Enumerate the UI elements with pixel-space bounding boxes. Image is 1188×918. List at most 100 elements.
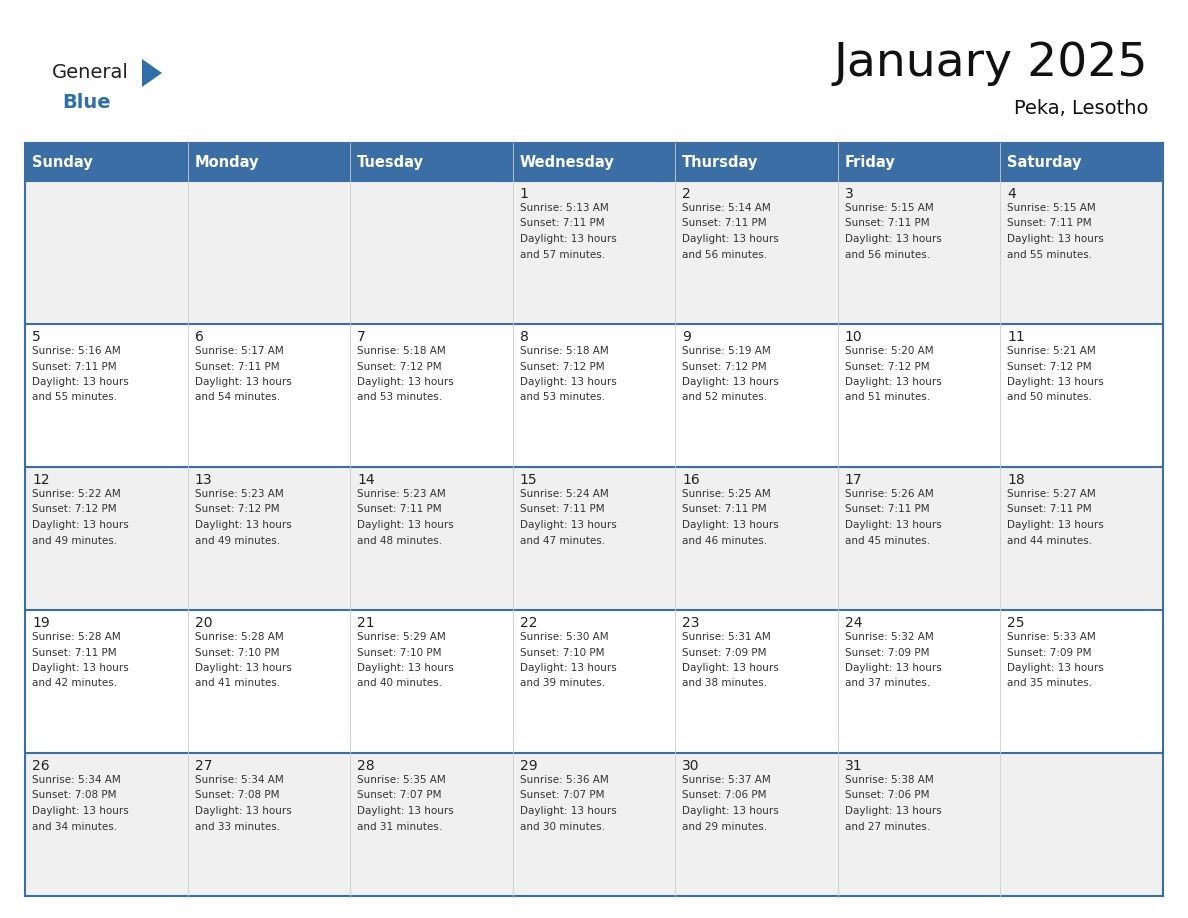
Text: Sunset: 7:12 PM: Sunset: 7:12 PM [358, 362, 442, 372]
Text: 9: 9 [682, 330, 691, 344]
Text: Wednesday: Wednesday [519, 154, 614, 170]
Text: and 46 minutes.: and 46 minutes. [682, 535, 767, 545]
Text: Daylight: 13 hours: Daylight: 13 hours [845, 520, 942, 530]
Text: and 38 minutes.: and 38 minutes. [682, 678, 767, 688]
Text: Sunrise: 5:36 AM: Sunrise: 5:36 AM [519, 775, 608, 785]
Text: Sunset: 7:11 PM: Sunset: 7:11 PM [32, 647, 116, 657]
Text: Sunrise: 5:13 AM: Sunrise: 5:13 AM [519, 203, 608, 213]
Text: Daylight: 13 hours: Daylight: 13 hours [845, 663, 942, 673]
Text: and 50 minutes.: and 50 minutes. [1007, 393, 1093, 402]
Text: and 52 minutes.: and 52 minutes. [682, 393, 767, 402]
Text: Sunrise: 5:31 AM: Sunrise: 5:31 AM [682, 632, 771, 642]
Text: Daylight: 13 hours: Daylight: 13 hours [358, 663, 454, 673]
Text: and 35 minutes.: and 35 minutes. [1007, 678, 1093, 688]
Text: Sunrise: 5:14 AM: Sunrise: 5:14 AM [682, 203, 771, 213]
Bar [25, 324, 1163, 467]
Text: Sunrise: 5:26 AM: Sunrise: 5:26 AM [845, 489, 934, 499]
Text: Daylight: 13 hours: Daylight: 13 hours [845, 806, 942, 816]
Text: 5: 5 [32, 330, 40, 344]
Text: Daylight: 13 hours: Daylight: 13 hours [32, 806, 128, 816]
Text: and 42 minutes.: and 42 minutes. [32, 678, 118, 688]
Text: Friday: Friday [845, 154, 896, 170]
Text: Peka, Lesotho: Peka, Lesotho [1013, 98, 1148, 118]
Text: and 57 minutes.: and 57 minutes. [519, 250, 605, 260]
Text: Sunrise: 5:18 AM: Sunrise: 5:18 AM [358, 346, 446, 356]
Text: and 34 minutes.: and 34 minutes. [32, 822, 118, 832]
Text: Sunrise: 5:16 AM: Sunrise: 5:16 AM [32, 346, 121, 356]
Text: 25: 25 [1007, 616, 1025, 630]
Text: Sunrise: 5:25 AM: Sunrise: 5:25 AM [682, 489, 771, 499]
Text: Sunrise: 5:37 AM: Sunrise: 5:37 AM [682, 775, 771, 785]
Text: 3: 3 [845, 187, 854, 201]
Text: 24: 24 [845, 616, 862, 630]
Text: Sunset: 7:06 PM: Sunset: 7:06 PM [682, 790, 766, 800]
Text: Daylight: 13 hours: Daylight: 13 hours [682, 377, 779, 387]
Text: 27: 27 [195, 759, 213, 773]
Text: Sunset: 7:06 PM: Sunset: 7:06 PM [845, 790, 929, 800]
Text: Daylight: 13 hours: Daylight: 13 hours [519, 234, 617, 244]
Text: Sunrise: 5:32 AM: Sunrise: 5:32 AM [845, 632, 934, 642]
Text: Sunset: 7:12 PM: Sunset: 7:12 PM [845, 362, 929, 372]
Text: Sunset: 7:11 PM: Sunset: 7:11 PM [682, 218, 767, 229]
Text: Sunrise: 5:22 AM: Sunrise: 5:22 AM [32, 489, 121, 499]
Text: Daylight: 13 hours: Daylight: 13 hours [519, 806, 617, 816]
Bar [25, 143, 1163, 181]
Text: and 47 minutes.: and 47 minutes. [519, 535, 605, 545]
Text: Sunset: 7:11 PM: Sunset: 7:11 PM [845, 505, 929, 514]
Text: and 53 minutes.: and 53 minutes. [519, 393, 605, 402]
Text: Daylight: 13 hours: Daylight: 13 hours [845, 234, 942, 244]
Text: Sunrise: 5:18 AM: Sunrise: 5:18 AM [519, 346, 608, 356]
Text: Sunrise: 5:29 AM: Sunrise: 5:29 AM [358, 632, 446, 642]
Text: Daylight: 13 hours: Daylight: 13 hours [195, 663, 291, 673]
Text: Daylight: 13 hours: Daylight: 13 hours [195, 377, 291, 387]
Text: and 53 minutes.: and 53 minutes. [358, 393, 442, 402]
Text: and 54 minutes.: and 54 minutes. [195, 393, 279, 402]
Text: 23: 23 [682, 616, 700, 630]
Bar [25, 610, 1163, 753]
Text: Sunrise: 5:19 AM: Sunrise: 5:19 AM [682, 346, 771, 356]
Text: Sunset: 7:12 PM: Sunset: 7:12 PM [1007, 362, 1092, 372]
Text: Sunset: 7:11 PM: Sunset: 7:11 PM [1007, 218, 1092, 229]
Text: Daylight: 13 hours: Daylight: 13 hours [358, 377, 454, 387]
Text: Sunset: 7:10 PM: Sunset: 7:10 PM [358, 647, 442, 657]
Text: 13: 13 [195, 473, 213, 487]
Text: and 56 minutes.: and 56 minutes. [845, 250, 930, 260]
Text: Daylight: 13 hours: Daylight: 13 hours [1007, 377, 1104, 387]
Text: Monday: Monday [195, 154, 259, 170]
Text: Thursday: Thursday [682, 154, 759, 170]
Text: 28: 28 [358, 759, 374, 773]
Text: and 37 minutes.: and 37 minutes. [845, 678, 930, 688]
Text: Sunset: 7:07 PM: Sunset: 7:07 PM [358, 790, 442, 800]
Text: Sunset: 7:11 PM: Sunset: 7:11 PM [519, 218, 605, 229]
Text: January 2025: January 2025 [834, 40, 1148, 85]
Text: Sunset: 7:11 PM: Sunset: 7:11 PM [519, 505, 605, 514]
Text: Sunrise: 5:34 AM: Sunrise: 5:34 AM [195, 775, 283, 785]
Text: Sunset: 7:11 PM: Sunset: 7:11 PM [195, 362, 279, 372]
Text: 26: 26 [32, 759, 50, 773]
Text: Daylight: 13 hours: Daylight: 13 hours [1007, 234, 1104, 244]
Text: Sunset: 7:08 PM: Sunset: 7:08 PM [195, 790, 279, 800]
Text: Blue: Blue [62, 94, 110, 113]
Text: 30: 30 [682, 759, 700, 773]
Text: Sunrise: 5:15 AM: Sunrise: 5:15 AM [845, 203, 934, 213]
Text: and 39 minutes.: and 39 minutes. [519, 678, 605, 688]
Text: and 41 minutes.: and 41 minutes. [195, 678, 279, 688]
Text: Daylight: 13 hours: Daylight: 13 hours [519, 663, 617, 673]
Text: Sunset: 7:10 PM: Sunset: 7:10 PM [195, 647, 279, 657]
Text: Daylight: 13 hours: Daylight: 13 hours [682, 806, 779, 816]
Text: and 51 minutes.: and 51 minutes. [845, 393, 930, 402]
Text: Tuesday: Tuesday [358, 154, 424, 170]
Text: Sunset: 7:07 PM: Sunset: 7:07 PM [519, 790, 605, 800]
Text: 15: 15 [519, 473, 537, 487]
Text: Sunset: 7:09 PM: Sunset: 7:09 PM [845, 647, 929, 657]
Text: Daylight: 13 hours: Daylight: 13 hours [519, 520, 617, 530]
Text: Sunrise: 5:21 AM: Sunrise: 5:21 AM [1007, 346, 1097, 356]
Text: Daylight: 13 hours: Daylight: 13 hours [682, 663, 779, 673]
Text: 8: 8 [519, 330, 529, 344]
Text: 7: 7 [358, 330, 366, 344]
Text: Daylight: 13 hours: Daylight: 13 hours [32, 520, 128, 530]
Text: Daylight: 13 hours: Daylight: 13 hours [358, 806, 454, 816]
Text: 11: 11 [1007, 330, 1025, 344]
Text: Daylight: 13 hours: Daylight: 13 hours [845, 377, 942, 387]
Text: and 31 minutes.: and 31 minutes. [358, 822, 442, 832]
